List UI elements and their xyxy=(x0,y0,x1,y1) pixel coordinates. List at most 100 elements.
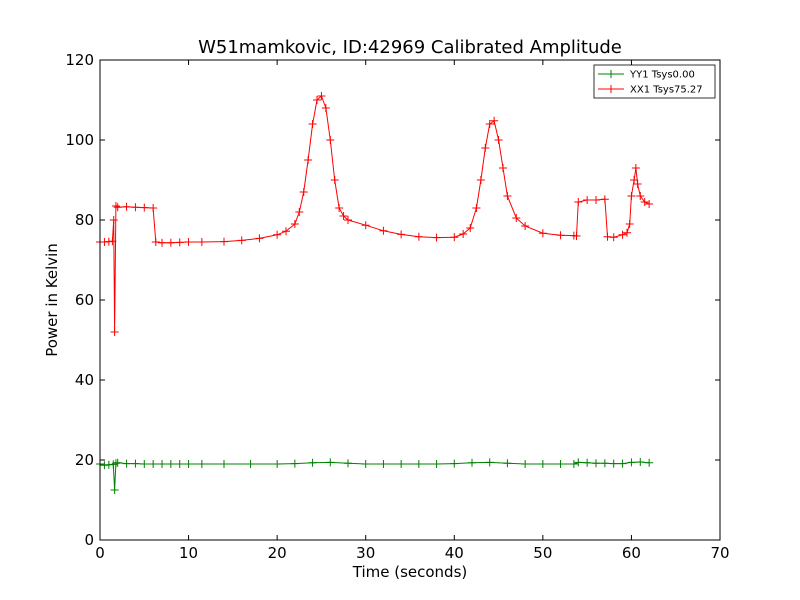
data-point xyxy=(432,233,441,242)
data-point xyxy=(326,458,335,467)
data-point xyxy=(110,486,119,494)
x-ticks: 0 10 20 30 40 50 60 70 xyxy=(95,60,730,562)
data-point xyxy=(321,104,330,112)
data-point xyxy=(556,460,565,468)
y-tick-label: 60 xyxy=(75,291,94,309)
data-point xyxy=(490,116,499,125)
data-point xyxy=(414,460,423,468)
y-tick-label: 120 xyxy=(65,51,94,69)
data-point xyxy=(184,238,193,246)
data-point xyxy=(499,164,507,172)
data-point xyxy=(556,231,565,240)
data-point xyxy=(220,237,228,246)
data-point xyxy=(166,460,175,468)
data-point xyxy=(472,204,481,212)
data-point xyxy=(569,460,578,468)
data-point xyxy=(313,96,321,104)
x-tick-label: 30 xyxy=(356,544,375,562)
data-point xyxy=(158,460,166,468)
data-point xyxy=(175,460,184,468)
data-point xyxy=(631,164,640,172)
data-point xyxy=(326,136,335,144)
data-point xyxy=(645,200,654,208)
data-point xyxy=(149,460,158,468)
data-point xyxy=(592,196,600,204)
x-tick-label: 50 xyxy=(533,544,552,562)
data-point xyxy=(110,328,119,336)
data-point xyxy=(361,221,370,230)
data-point xyxy=(521,222,530,230)
data-point xyxy=(476,176,485,184)
data-point xyxy=(625,220,634,228)
data-point xyxy=(485,120,494,128)
data-point xyxy=(512,214,521,222)
y-tick-label: 0 xyxy=(84,531,94,549)
data-point xyxy=(572,232,581,240)
data-point xyxy=(273,460,282,468)
data-point xyxy=(339,212,348,220)
data-point xyxy=(131,459,140,468)
data-point xyxy=(623,228,631,237)
data-point xyxy=(344,459,352,468)
data-point xyxy=(330,176,339,184)
legend-entry: XX1 Tsys75.27 xyxy=(598,85,703,96)
x-tick-label: 20 xyxy=(268,544,287,562)
data-point xyxy=(574,198,583,206)
data-point xyxy=(317,92,326,100)
data-point xyxy=(308,120,317,128)
data-point xyxy=(432,460,441,468)
data-point xyxy=(592,459,600,468)
y-tick-label: 40 xyxy=(75,371,94,389)
data-point xyxy=(109,216,118,224)
data-point xyxy=(158,238,166,247)
data-point xyxy=(197,460,206,468)
data-point xyxy=(583,458,592,467)
data-point xyxy=(583,196,592,204)
data-point xyxy=(290,220,299,228)
data-point xyxy=(481,144,490,152)
data-point xyxy=(521,460,530,468)
data-point xyxy=(636,458,645,466)
data-point xyxy=(397,460,406,468)
data-point xyxy=(466,224,475,232)
data-point xyxy=(494,136,503,144)
x-axis-label: Time (seconds) xyxy=(352,563,468,581)
data-point xyxy=(151,238,160,246)
data-point xyxy=(273,230,282,239)
legend-entry: YY1 Tsys0.00 xyxy=(598,70,695,81)
data-point xyxy=(131,203,140,212)
data-point xyxy=(397,230,406,239)
legend-box xyxy=(593,64,716,99)
data-point xyxy=(108,237,117,246)
legend-label: YY1 Tsys0.00 xyxy=(629,70,695,81)
data-point xyxy=(113,203,122,212)
legend: YY1 Tsys0.00 XX1 Tsys75.27 xyxy=(593,64,716,99)
data-point xyxy=(450,233,459,242)
data-point xyxy=(600,195,609,204)
data-point xyxy=(485,458,494,467)
y-tick-label: 20 xyxy=(75,451,94,469)
data-point xyxy=(361,460,370,468)
data-point xyxy=(184,460,193,468)
data-point xyxy=(220,460,228,468)
data-point xyxy=(636,192,645,200)
y-tick-label: 80 xyxy=(75,211,94,229)
legend-marker xyxy=(607,70,615,78)
y-tick-label: 100 xyxy=(65,131,94,149)
y-ticks: 0 20 40 60 80 100 120 xyxy=(65,51,720,549)
data-point xyxy=(609,459,618,468)
legend-marker xyxy=(607,85,615,93)
data-point xyxy=(627,192,636,200)
data-point xyxy=(166,238,175,247)
data-point xyxy=(503,459,512,468)
data-point xyxy=(308,458,317,467)
data-point xyxy=(627,458,636,467)
x-tick-label: 40 xyxy=(445,544,464,562)
data-point xyxy=(640,198,649,206)
data-point xyxy=(122,459,131,468)
data-point xyxy=(600,459,609,468)
data-point xyxy=(459,230,468,238)
series-layer xyxy=(96,92,654,494)
data-point xyxy=(468,458,476,467)
data-point xyxy=(574,458,583,467)
